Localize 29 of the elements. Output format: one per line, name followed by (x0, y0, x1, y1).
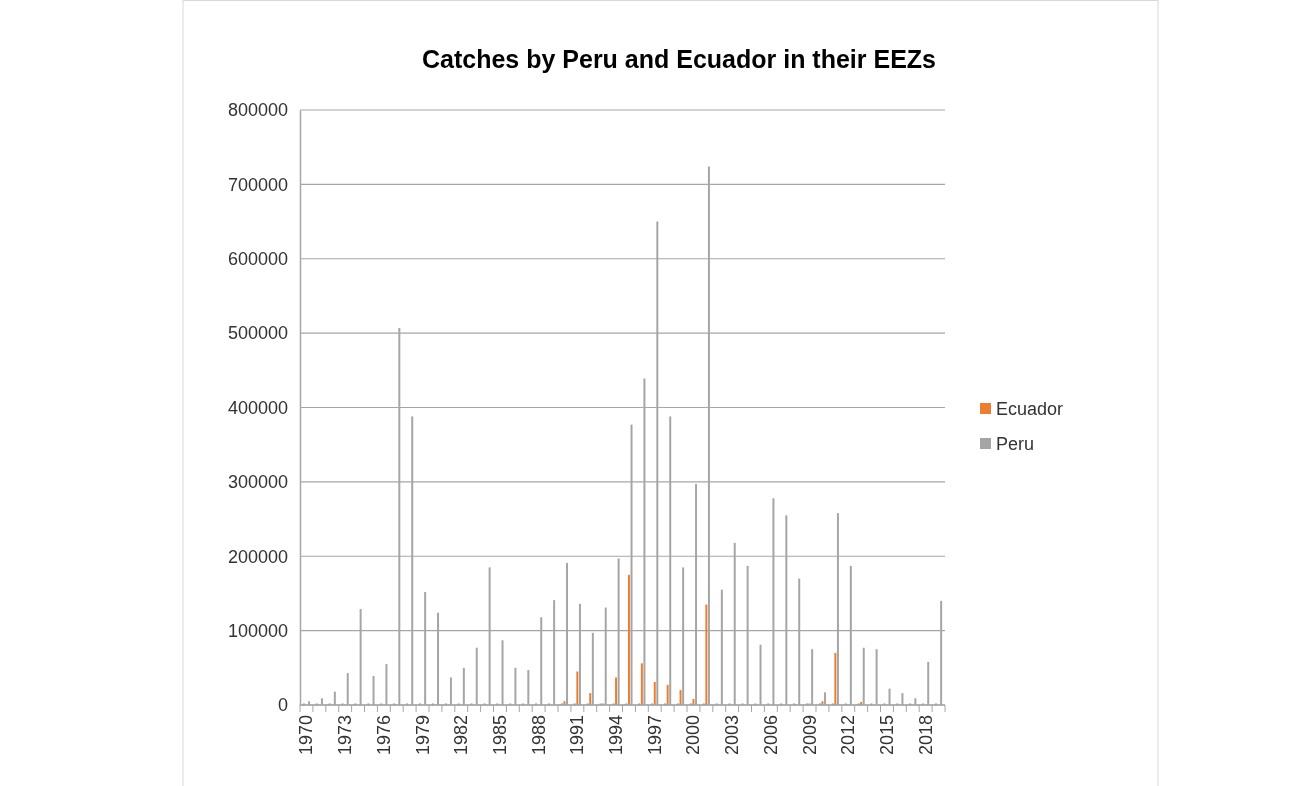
x-tick-label: 1979 (412, 715, 433, 756)
legend-label: Ecuador (996, 399, 1064, 419)
x-tick-label: 1985 (489, 715, 510, 756)
y-tick-label: 700000 (227, 174, 288, 195)
x-tick-label: 1988 (528, 715, 549, 756)
x-tick-label: 2009 (799, 715, 820, 756)
y-tick-label: 200000 (227, 546, 288, 567)
x-tick-label: 2003 (722, 715, 743, 756)
x-tick-label: 2015 (876, 715, 897, 756)
x-tick-label: 2018 (915, 715, 936, 756)
y-tick-label: 500000 (227, 323, 288, 344)
chart-title: Catches by Peru and Ecuador in their EEZs (421, 45, 937, 73)
y-tick-label: 0 (277, 695, 288, 716)
x-tick-label: 1970 (296, 715, 317, 756)
y-tick-label: 600000 (227, 249, 288, 270)
x-tick-label: 1982 (451, 715, 472, 756)
legend-label: Peru (996, 434, 1035, 454)
y-tick-label: 300000 (227, 472, 288, 493)
x-tick-label: 1976 (373, 715, 394, 756)
x-tick-label: 2012 (838, 715, 859, 756)
x-tick-label: 2000 (683, 715, 704, 756)
y-tick-label: 800000 (227, 100, 288, 121)
x-tick-label: 1991 (567, 715, 588, 756)
x-tick-label: 1973 (335, 715, 356, 756)
y-tick-label: 400000 (227, 397, 288, 418)
x-tick-label: 1994 (606, 715, 627, 756)
x-tick-label: 1997 (644, 715, 665, 756)
y-tick-label: 100000 (227, 620, 288, 641)
x-tick-label: 2006 (760, 715, 781, 756)
